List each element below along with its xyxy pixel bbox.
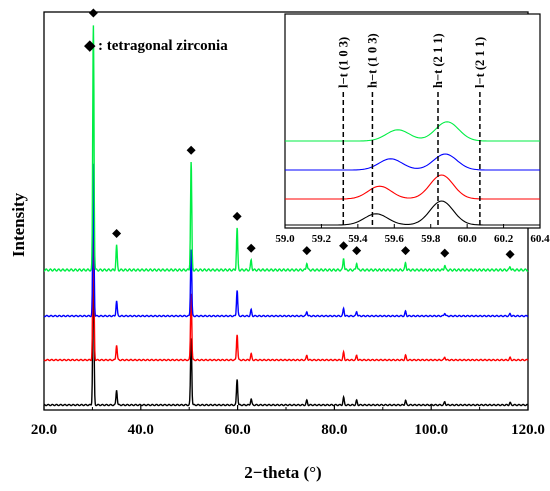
legend-marker-icon: ◆ — [84, 38, 96, 54]
tetragonal-zirconia-marker — [112, 229, 122, 238]
xrd-pattern-line — [43, 163, 529, 318]
inset-pattern-line — [285, 174, 540, 200]
main-x-ticks: 20.0 40.0 60.0 80.0 100.0 120.0 — [31, 405, 545, 438]
tetragonal-zirconia-marker — [302, 246, 312, 256]
inset-reference-lines: l−t (1 0 3) h−t (1 0 3) h−t (2 1 1) l−t (2 … — [336, 33, 487, 228]
inset-frame — [284, 13, 541, 229]
tetragonal-zirconia-marker — [88, 8, 98, 18]
y-axis-title: Intensity — [9, 192, 28, 257]
x-tick-label: 20.0 — [31, 422, 57, 438]
tetragonal-zirconia-marker — [505, 249, 515, 259]
legend-label: : tetragonal zirconia — [98, 38, 228, 54]
tetragonal-zirconia-marker — [246, 243, 256, 253]
inset-x-tick-label: 59.4 — [348, 233, 368, 245]
xrd-pattern-line — [43, 252, 529, 407]
x-tick-label: 40.0 — [128, 422, 154, 438]
x-tick-label: 100.0 — [414, 422, 448, 438]
x-tick-label: 80.0 — [321, 422, 347, 438]
inset-x-tick-label: 60.2 — [494, 233, 514, 245]
reference-line-label: h−t (1 0 3) — [365, 33, 379, 88]
tetragonal-zirconia-marker — [352, 246, 362, 256]
peak-markers — [88, 8, 515, 259]
inset-x-ticks: 59.0 59.2 59.4 59.6 59.8 60.0 60.2 60.4 — [275, 224, 550, 245]
inset-x-tick-label: 60.0 — [458, 233, 478, 245]
main-series — [43, 25, 529, 407]
inset-pattern-line — [285, 121, 540, 142]
inset-x-tick-label: 59.2 — [312, 233, 332, 245]
tetragonal-zirconia-marker — [440, 248, 450, 258]
legend: ◆ : tetragonal zirconia — [84, 38, 228, 54]
inset-chart: l−t (1 0 3) h−t (1 0 3) h−t (2 1 1) l−t (2 … — [275, 13, 550, 245]
tetragonal-zirconia-marker — [339, 241, 349, 251]
reference-line-label: l−t (2 1 1) — [473, 37, 487, 88]
inset-pattern-line — [285, 153, 540, 171]
tetragonal-zirconia-marker — [401, 246, 411, 256]
inset-x-tick-label: 60.4 — [530, 233, 550, 245]
xrd-pattern-line — [43, 25, 529, 272]
inset-series — [285, 121, 540, 226]
tetragonal-zirconia-marker — [186, 145, 196, 155]
x-tick-label: 120.0 — [511, 422, 545, 438]
tetragonal-zirconia-marker — [232, 211, 242, 221]
inset-pattern-line — [285, 200, 540, 226]
x-axis-title: 2−theta (°) — [244, 463, 321, 482]
inset-x-tick-label: 59.6 — [385, 233, 405, 245]
xrd-pattern-line — [43, 207, 529, 362]
x-tick-label: 60.0 — [224, 422, 250, 438]
reference-line-label: l−t (1 0 3) — [336, 37, 350, 88]
inset-x-tick-label: 59.0 — [275, 233, 295, 245]
inset-x-tick-label: 59.8 — [421, 233, 441, 245]
reference-line-label: h−t (2 1 1) — [431, 33, 445, 88]
